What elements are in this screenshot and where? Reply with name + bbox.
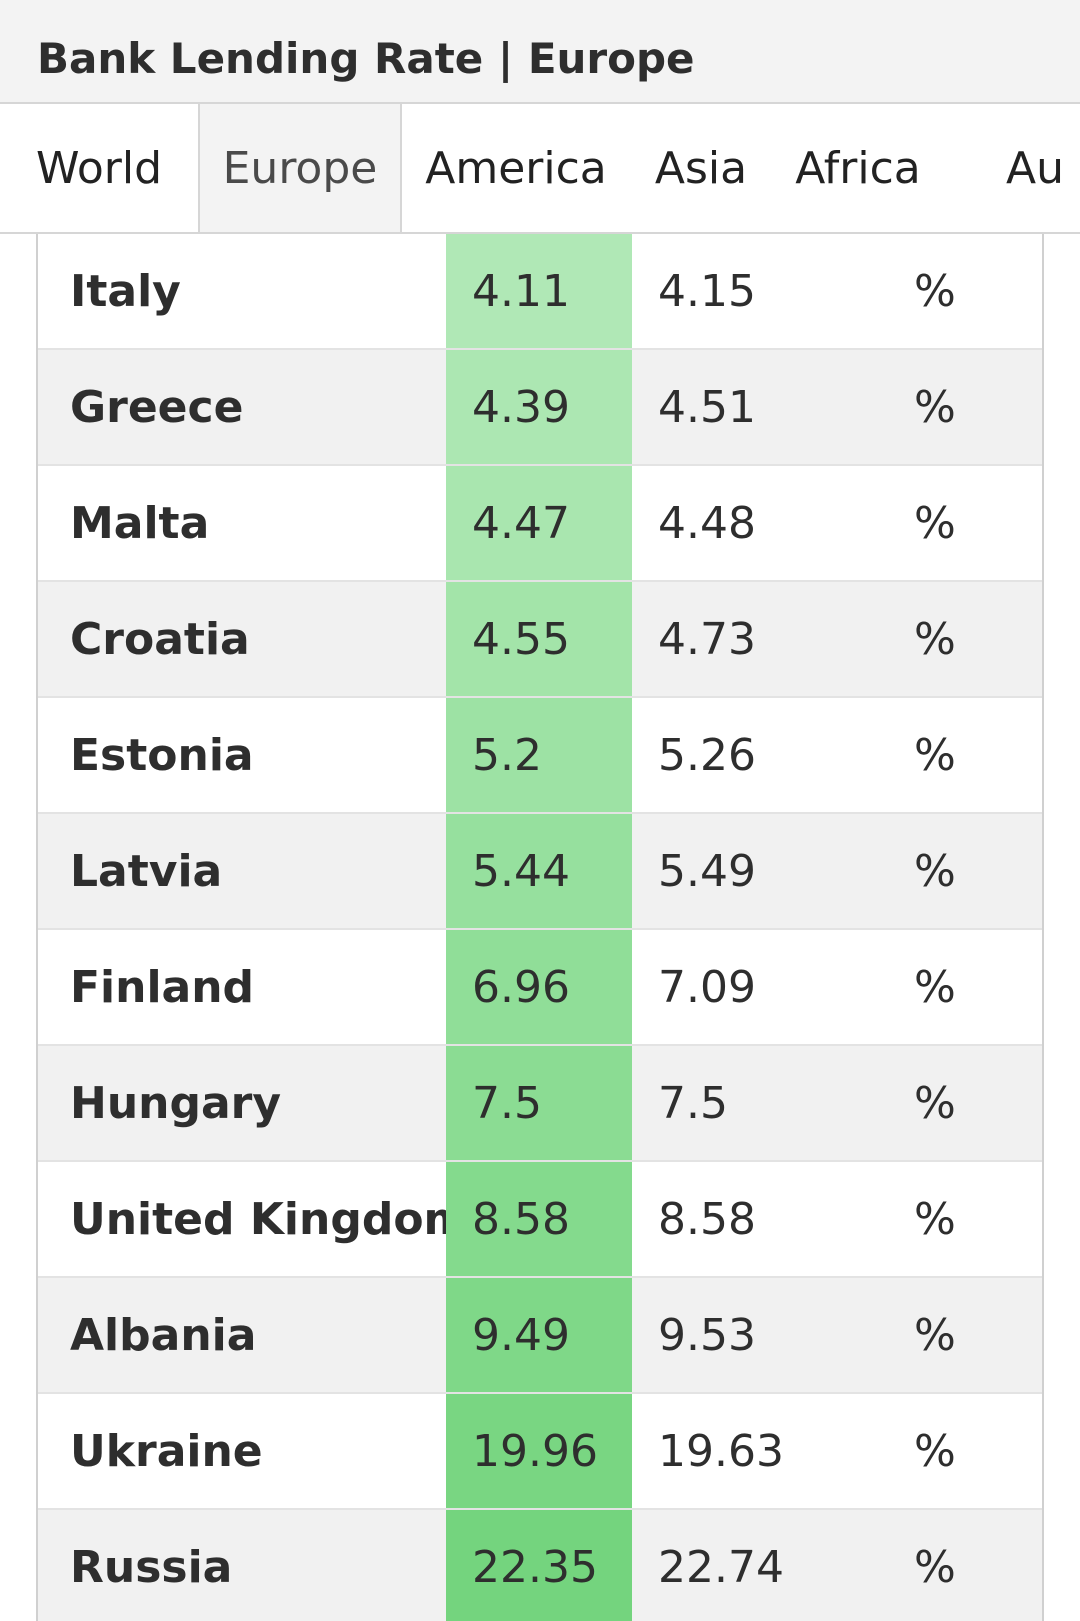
unit-label: %	[914, 961, 956, 1013]
previous-value: 9.53	[658, 1309, 756, 1361]
table-row[interactable]: Ukraine 19.96 19.63%	[38, 1394, 1042, 1510]
country-name[interactable]: Ukraine	[70, 1425, 263, 1477]
unit-label: %	[914, 613, 956, 665]
table-row[interactable]: Italy 4.11 4.15%	[38, 234, 1042, 350]
last-value: 6.96	[446, 930, 632, 1044]
previous-value: 8.58	[658, 1193, 756, 1245]
table-row[interactable]: United Kingdom 8.58 8.58%	[38, 1162, 1042, 1278]
unit-label: %	[914, 729, 956, 781]
previous-value: 4.48	[658, 497, 756, 549]
previous-value: 4.15	[658, 265, 756, 317]
unit-label: %	[914, 1309, 956, 1361]
previous-value: 4.51	[658, 381, 756, 433]
previous-value: 19.63	[658, 1425, 784, 1477]
country-name[interactable]: Hungary	[70, 1077, 282, 1129]
table-row[interactable]: Hungary 7.5 7.5%	[38, 1046, 1042, 1162]
table-row[interactable]: Greece 4.39 4.51%	[38, 350, 1042, 466]
previous-value: 7.5	[658, 1077, 728, 1129]
last-value: 4.47	[446, 466, 632, 580]
country-name[interactable]: Italy	[70, 265, 181, 317]
last-value: 8.58	[446, 1162, 632, 1276]
last-value: 5.44	[446, 814, 632, 928]
country-name[interactable]: Albania	[70, 1309, 257, 1361]
country-name[interactable]: Finland	[70, 961, 255, 1013]
tab-asia[interactable]: Asia	[654, 142, 748, 194]
table-row[interactable]: Malta 4.47 4.48%	[38, 466, 1042, 582]
unit-label: %	[914, 1193, 956, 1245]
table-row[interactable]: Albania 9.49 9.53%	[38, 1278, 1042, 1394]
tab-europe[interactable]: Europe	[198, 104, 402, 232]
tab-world[interactable]: World	[35, 142, 163, 194]
tab-america[interactable]: America	[425, 142, 607, 194]
unit-label: %	[914, 1541, 956, 1593]
unit-label: %	[914, 381, 956, 433]
country-name[interactable]: Latvia	[70, 845, 223, 897]
country-name[interactable]: Malta	[70, 497, 210, 549]
page-header: Bank Lending Rate | Europe	[0, 0, 1080, 104]
unit-label: %	[914, 497, 956, 549]
last-value: 5.2	[446, 698, 632, 812]
table-row[interactable]: Latvia 5.44 5.49%	[38, 814, 1042, 930]
previous-value: 5.49	[658, 845, 756, 897]
last-value: 19.96	[446, 1394, 632, 1508]
unit-label: %	[914, 845, 956, 897]
country-name[interactable]: Croatia	[70, 613, 250, 665]
unit-label: %	[914, 1425, 956, 1477]
last-value: 9.49	[446, 1278, 632, 1392]
table-row[interactable]: Estonia 5.2 5.26%	[38, 698, 1042, 814]
previous-value: 7.09	[658, 961, 756, 1013]
tab-africa[interactable]: Africa	[795, 142, 921, 194]
country-name[interactable]: Russia	[70, 1541, 233, 1593]
country-name[interactable]: United Kingdom	[70, 1193, 470, 1245]
last-value: 7.5	[446, 1046, 632, 1160]
lending-rate-table: Italy 4.11 4.15% Greece 4.39 4.51% Malta 4.47 4.…	[36, 234, 1044, 1621]
page-title: Bank Lending Rate | Europe	[37, 34, 695, 83]
previous-value: 22.74	[658, 1541, 784, 1593]
tab-australia[interactable]: Au	[1006, 142, 1064, 194]
previous-value: 4.73	[658, 613, 756, 665]
last-value: 4.39	[446, 350, 632, 464]
unit-label: %	[914, 1077, 956, 1129]
country-name[interactable]: Greece	[70, 381, 244, 433]
country-name[interactable]: Estonia	[70, 729, 254, 781]
previous-value: 5.26	[658, 729, 756, 781]
table-row[interactable]: Finland 6.96 7.09%	[38, 930, 1042, 1046]
last-value: 22.35	[446, 1510, 632, 1621]
table-row[interactable]: Croatia 4.55 4.73%	[38, 582, 1042, 698]
last-value: 4.11	[446, 234, 632, 348]
table-row[interactable]: Russia 22.35 22.74%	[38, 1510, 1042, 1621]
region-tabs: World Europe America Asia Africa Au	[0, 104, 1080, 234]
unit-label: %	[914, 265, 956, 317]
last-value: 4.55	[446, 582, 632, 696]
